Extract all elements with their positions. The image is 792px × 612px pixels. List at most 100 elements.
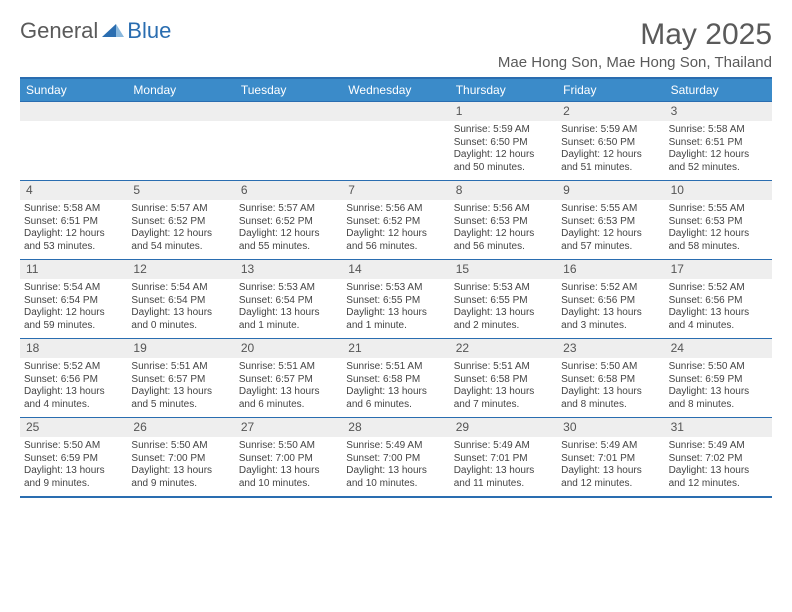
day-number: 10 bbox=[665, 181, 772, 200]
daylight-text: Daylight: 13 hours bbox=[454, 307, 553, 320]
day-cell: 13Sunrise: 5:53 AMSunset: 6:54 PMDayligh… bbox=[235, 260, 342, 338]
day-cell: 31Sunrise: 5:49 AMSunset: 7:02 PMDayligh… bbox=[665, 418, 772, 496]
day-cell: 19Sunrise: 5:51 AMSunset: 6:57 PMDayligh… bbox=[127, 339, 234, 417]
daylight-text: Daylight: 13 hours bbox=[669, 386, 768, 399]
sunrise-text: Sunrise: 5:50 AM bbox=[131, 440, 230, 453]
daylight-text: and 53 minutes. bbox=[24, 241, 123, 254]
daylight-text: Daylight: 13 hours bbox=[454, 465, 553, 478]
day-cell: 14Sunrise: 5:53 AMSunset: 6:55 PMDayligh… bbox=[342, 260, 449, 338]
day-cell bbox=[342, 102, 449, 180]
daylight-text: and 8 minutes. bbox=[561, 399, 660, 412]
sunset-text: Sunset: 6:59 PM bbox=[24, 453, 123, 466]
sunset-text: Sunset: 6:50 PM bbox=[561, 137, 660, 150]
day-cell: 20Sunrise: 5:51 AMSunset: 6:57 PMDayligh… bbox=[235, 339, 342, 417]
day-number: 2 bbox=[557, 102, 664, 121]
daylight-text: and 4 minutes. bbox=[669, 320, 768, 333]
day-header-row: Sunday Monday Tuesday Wednesday Thursday… bbox=[20, 79, 772, 101]
sunrise-text: Sunrise: 5:59 AM bbox=[454, 124, 553, 137]
sunset-text: Sunset: 6:55 PM bbox=[454, 295, 553, 308]
day-number: 24 bbox=[665, 339, 772, 358]
week-row: 25Sunrise: 5:50 AMSunset: 6:59 PMDayligh… bbox=[20, 417, 772, 498]
week-row: 18Sunrise: 5:52 AMSunset: 6:56 PMDayligh… bbox=[20, 338, 772, 417]
day-header-wednesday: Wednesday bbox=[342, 79, 449, 101]
week-row: 4Sunrise: 5:58 AMSunset: 6:51 PMDaylight… bbox=[20, 180, 772, 259]
day-header-sunday: Sunday bbox=[20, 79, 127, 101]
daylight-text: Daylight: 13 hours bbox=[239, 465, 338, 478]
day-number: 21 bbox=[342, 339, 449, 358]
day-number: 26 bbox=[127, 418, 234, 437]
sunrise-text: Sunrise: 5:49 AM bbox=[454, 440, 553, 453]
daylight-text: Daylight: 13 hours bbox=[561, 307, 660, 320]
daylight-text: and 9 minutes. bbox=[131, 478, 230, 491]
sunrise-text: Sunrise: 5:57 AM bbox=[131, 203, 230, 216]
sunset-text: Sunset: 7:00 PM bbox=[239, 453, 338, 466]
day-cell: 22Sunrise: 5:51 AMSunset: 6:58 PMDayligh… bbox=[450, 339, 557, 417]
day-number: 14 bbox=[342, 260, 449, 279]
daylight-text: and 9 minutes. bbox=[24, 478, 123, 491]
daylight-text: and 58 minutes. bbox=[669, 241, 768, 254]
daylight-text: and 1 minute. bbox=[239, 320, 338, 333]
daylight-text: and 7 minutes. bbox=[454, 399, 553, 412]
daylight-text: Daylight: 13 hours bbox=[346, 465, 445, 478]
daylight-text: and 12 minutes. bbox=[561, 478, 660, 491]
daylight-text: Daylight: 13 hours bbox=[346, 307, 445, 320]
day-number: 31 bbox=[665, 418, 772, 437]
day-number: 13 bbox=[235, 260, 342, 279]
sunset-text: Sunset: 6:57 PM bbox=[131, 374, 230, 387]
week-row: 1Sunrise: 5:59 AMSunset: 6:50 PMDaylight… bbox=[20, 101, 772, 180]
sunrise-text: Sunrise: 5:54 AM bbox=[131, 282, 230, 295]
sunrise-text: Sunrise: 5:50 AM bbox=[239, 440, 338, 453]
sunrise-text: Sunrise: 5:50 AM bbox=[24, 440, 123, 453]
sunset-text: Sunset: 6:51 PM bbox=[669, 137, 768, 150]
sunrise-text: Sunrise: 5:57 AM bbox=[239, 203, 338, 216]
day-number: 1 bbox=[450, 102, 557, 121]
day-cell: 30Sunrise: 5:49 AMSunset: 7:01 PMDayligh… bbox=[557, 418, 664, 496]
location-text: Mae Hong Son, Mae Hong Son, Thailand bbox=[498, 54, 772, 71]
daylight-text: and 6 minutes. bbox=[346, 399, 445, 412]
daylight-text: Daylight: 12 hours bbox=[454, 228, 553, 241]
day-number: 3 bbox=[665, 102, 772, 121]
day-cell: 17Sunrise: 5:52 AMSunset: 6:56 PMDayligh… bbox=[665, 260, 772, 338]
sunset-text: Sunset: 7:00 PM bbox=[346, 453, 445, 466]
title-block: May 2025 Mae Hong Son, Mae Hong Son, Tha… bbox=[498, 18, 772, 71]
sunset-text: Sunset: 6:52 PM bbox=[346, 216, 445, 229]
day-number: 18 bbox=[20, 339, 127, 358]
daylight-text: Daylight: 13 hours bbox=[131, 307, 230, 320]
daylight-text: Daylight: 13 hours bbox=[346, 386, 445, 399]
daylight-text: and 10 minutes. bbox=[239, 478, 338, 491]
daylight-text: Daylight: 12 hours bbox=[561, 149, 660, 162]
day-number-empty bbox=[342, 102, 449, 121]
sunrise-text: Sunrise: 5:55 AM bbox=[561, 203, 660, 216]
sunrise-text: Sunrise: 5:51 AM bbox=[239, 361, 338, 374]
daylight-text: and 3 minutes. bbox=[561, 320, 660, 333]
day-number: 27 bbox=[235, 418, 342, 437]
daylight-text: Daylight: 12 hours bbox=[669, 228, 768, 241]
sunset-text: Sunset: 6:52 PM bbox=[239, 216, 338, 229]
day-cell: 10Sunrise: 5:55 AMSunset: 6:53 PMDayligh… bbox=[665, 181, 772, 259]
sunset-text: Sunset: 6:56 PM bbox=[669, 295, 768, 308]
daylight-text: and 10 minutes. bbox=[346, 478, 445, 491]
day-number-empty bbox=[235, 102, 342, 121]
sunrise-text: Sunrise: 5:49 AM bbox=[669, 440, 768, 453]
sunrise-text: Sunrise: 5:58 AM bbox=[669, 124, 768, 137]
daylight-text: and 12 minutes. bbox=[669, 478, 768, 491]
sunset-text: Sunset: 7:01 PM bbox=[454, 453, 553, 466]
daylight-text: and 55 minutes. bbox=[239, 241, 338, 254]
day-cell: 1Sunrise: 5:59 AMSunset: 6:50 PMDaylight… bbox=[450, 102, 557, 180]
day-cell: 15Sunrise: 5:53 AMSunset: 6:55 PMDayligh… bbox=[450, 260, 557, 338]
day-header-friday: Friday bbox=[557, 79, 664, 101]
sunrise-text: Sunrise: 5:56 AM bbox=[346, 203, 445, 216]
day-number: 19 bbox=[127, 339, 234, 358]
sunset-text: Sunset: 6:58 PM bbox=[454, 374, 553, 387]
sunrise-text: Sunrise: 5:53 AM bbox=[239, 282, 338, 295]
daylight-text: Daylight: 13 hours bbox=[239, 307, 338, 320]
daylight-text: Daylight: 12 hours bbox=[454, 149, 553, 162]
daylight-text: and 56 minutes. bbox=[454, 241, 553, 254]
day-number: 22 bbox=[450, 339, 557, 358]
daylight-text: Daylight: 12 hours bbox=[24, 228, 123, 241]
daylight-text: Daylight: 12 hours bbox=[239, 228, 338, 241]
sunset-text: Sunset: 6:53 PM bbox=[669, 216, 768, 229]
daylight-text: Daylight: 13 hours bbox=[131, 465, 230, 478]
day-number: 15 bbox=[450, 260, 557, 279]
day-header-thursday: Thursday bbox=[450, 79, 557, 101]
